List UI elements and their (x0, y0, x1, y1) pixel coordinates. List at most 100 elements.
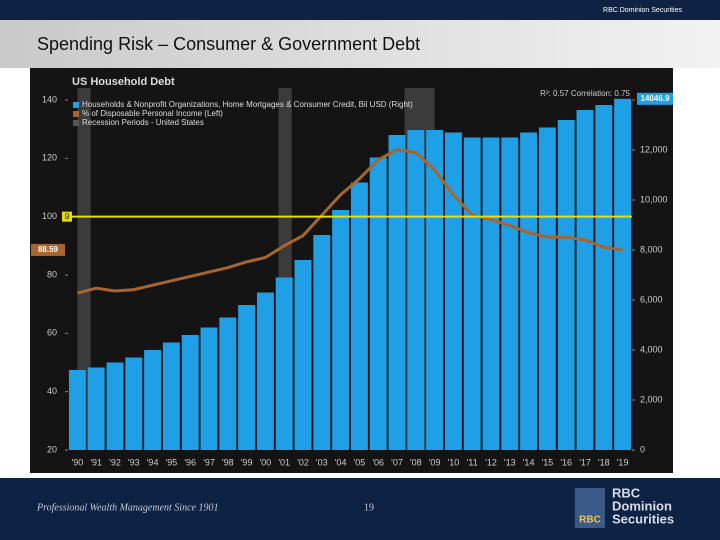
x-tick-label: '99 (241, 457, 253, 467)
x-tick-label: '16 (560, 457, 572, 467)
bar (614, 98, 632, 450)
bar (557, 120, 575, 450)
bar (369, 157, 387, 450)
bar (444, 132, 462, 450)
x-tick-label: '09 (429, 457, 441, 467)
bar (426, 130, 444, 450)
bar (482, 137, 500, 450)
logo-mark: RBC (579, 515, 601, 526)
end-marker-label: 88.59 (38, 245, 59, 254)
bar (200, 327, 218, 450)
bar (68, 370, 86, 450)
y2-tick-label: 0 (640, 444, 645, 454)
bar (106, 362, 124, 450)
x-tick-label: '17 (579, 457, 591, 467)
x-tick-label: '05 (354, 457, 366, 467)
bar (238, 305, 256, 450)
end-marker-box (31, 243, 65, 256)
bar (350, 182, 368, 450)
y2-tick-label: 4,000 (640, 344, 663, 354)
y2-tick-label: 6,000 (640, 294, 663, 304)
x-tick-label: '03 (316, 457, 328, 467)
page-number: 19 (364, 502, 374, 513)
logo-text: RBC (612, 485, 641, 500)
bar (463, 137, 481, 450)
bar (576, 110, 594, 450)
bar (256, 292, 274, 450)
legend-swatch (73, 111, 79, 117)
x-tick-label: '02 (297, 457, 309, 467)
y-tick-label: 120 (42, 153, 57, 163)
bar (595, 105, 613, 450)
legend-swatch (73, 102, 79, 108)
x-tick-label: '97 (203, 457, 215, 467)
x-tick-label: '11 (467, 457, 478, 467)
bar (181, 335, 199, 450)
logo-text: Securities (612, 511, 674, 526)
x-tick-label: '01 (278, 457, 290, 467)
y-tick-label: 100 (42, 211, 57, 221)
legend-label: % of Disposable Personal Income (Left) (82, 109, 223, 118)
bar (501, 137, 519, 450)
footer-text: Professional Wealth Management Since 190… (36, 502, 218, 513)
y-tick-label: 60 (47, 328, 57, 338)
title-bar (0, 20, 720, 68)
header-text: RBC Dominion Securities (603, 7, 682, 14)
bar (313, 235, 331, 450)
bar (294, 260, 312, 450)
bar (162, 342, 180, 450)
legend-label: Recession Periods - United States (82, 118, 204, 127)
logo-shield (575, 488, 605, 528)
bar (407, 130, 425, 450)
x-tick-label: '96 (184, 457, 196, 467)
x-tick-label: '06 (372, 457, 384, 467)
x-tick-label: '93 (128, 457, 140, 467)
y-tick-label: 80 (47, 269, 57, 279)
bar (219, 317, 237, 450)
y2-tick-label: 2,000 (640, 394, 663, 404)
legend-label: Households & Nonprofit Organizations, Ho… (82, 100, 413, 109)
header-bar (0, 0, 720, 20)
y2-tick-label: 10,000 (640, 194, 668, 204)
x-tick-label: '19 (617, 457, 629, 467)
x-tick-label: '95 (166, 457, 178, 467)
x-tick-label: '14 (523, 457, 535, 467)
bar (388, 135, 406, 450)
bar (275, 277, 293, 450)
end-marker-label: 14046.9 (641, 94, 670, 103)
bar (125, 357, 143, 450)
x-tick-label: '15 (542, 457, 554, 467)
y-tick-label: 20 (47, 444, 57, 454)
annotation: R²: 0.57 Correlation: 0.75 (540, 89, 630, 98)
x-tick-label: '10 (448, 457, 460, 467)
chart-title: US Household Debt (72, 76, 175, 88)
bar (332, 210, 350, 450)
x-tick-label: '08 (410, 457, 422, 467)
x-tick-label: '18 (598, 457, 610, 467)
x-tick-label: '98 (222, 457, 234, 467)
recession-band (77, 88, 91, 450)
x-tick-label: '90 (72, 457, 84, 467)
slide-title: Spending Risk – Consumer & Government De… (37, 34, 420, 54)
x-tick-label: '91 (90, 457, 102, 467)
x-tick-label: '04 (335, 457, 347, 467)
legend-swatch (73, 120, 79, 126)
chart: 02040608010012014002,0004,0006,0008,0001… (31, 76, 673, 467)
x-tick-label: '00 (260, 457, 272, 467)
x-tick-label: '12 (485, 457, 497, 467)
y2-tick-label: 8,000 (640, 244, 663, 254)
x-tick-label: '92 (109, 457, 121, 467)
y2-tick-label: 12,000 (640, 144, 668, 154)
x-tick-label: '07 (391, 457, 403, 467)
logo-text: Dominion (612, 498, 672, 513)
y-tick-label: 140 (42, 94, 57, 104)
y-tick-label: 40 (47, 386, 57, 396)
end-marker-box (637, 92, 673, 105)
bar (520, 132, 538, 450)
x-tick-label: '13 (504, 457, 516, 467)
bar (144, 350, 162, 450)
line (77, 148, 623, 295)
bar (538, 127, 556, 450)
bar (87, 367, 105, 450)
